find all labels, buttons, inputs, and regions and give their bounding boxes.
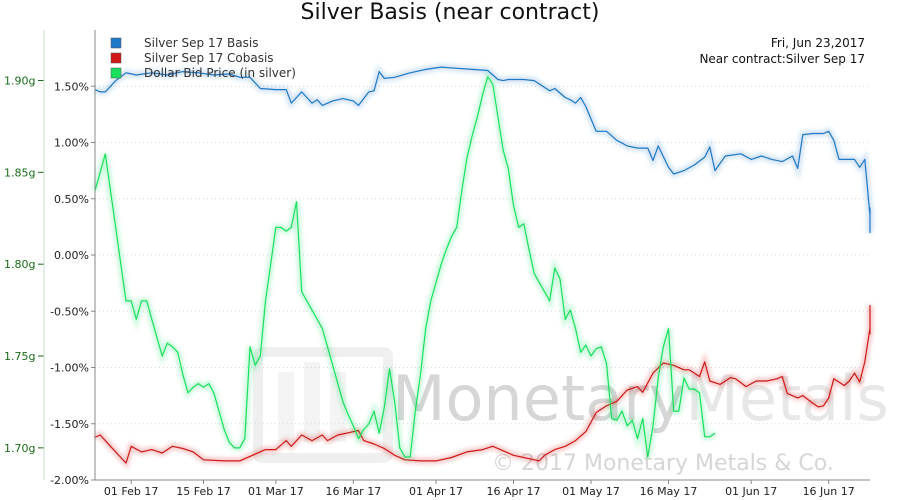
watermark: MonetaryMetals ® © 2017 Monetary Metals …	[253, 347, 889, 476]
series-cobasis	[93, 305, 873, 469]
legend-item-cobasis: Silver Sep 17 Cobasis	[110, 51, 274, 65]
legend-item-basis: Silver Sep 17 Basis	[110, 36, 258, 50]
legend-swatch-dollar-bid	[110, 67, 122, 79]
y-left-tick-label: -1.00%	[50, 362, 89, 375]
legend-label-cobasis: Silver Sep 17 Cobasis	[144, 51, 274, 65]
x-tick-label: 15 Feb 17	[176, 485, 230, 498]
y-right-tick-label: 1.70g	[4, 442, 35, 455]
legend-swatch-basis	[110, 37, 122, 49]
y-left-tick-label: 1.00%	[54, 137, 89, 150]
series-dollar-bid-line	[94, 76, 716, 458]
y-axis-right: 1.70g 1.75g 1.80g 1.85g 1.90g	[4, 30, 45, 480]
x-tick-label: 01 Apr 17	[409, 485, 463, 498]
legend-label-dollar-bid: Dollar Bid Price (in silver)	[144, 66, 296, 80]
legend: Silver Sep 17 Basis Silver Sep 17 Cobasi…	[110, 36, 296, 80]
legend-label-basis: Silver Sep 17 Basis	[144, 36, 258, 50]
x-tick-label: 01 Mar 17	[248, 485, 304, 498]
x-tick-label: 16 Jun 17	[803, 485, 855, 498]
x-tick-label: 01 Jun 17	[725, 485, 777, 498]
y-right-tick-label: 1.90g	[4, 75, 35, 88]
y-left-tick-label: 0.50%	[54, 193, 89, 206]
series-basis-line	[94, 66, 871, 234]
y-right-tick-label: 1.85g	[4, 166, 35, 179]
y-left-tick-label: 1.50%	[54, 80, 89, 93]
info-contract: Near contract:Silver Sep 17	[699, 52, 865, 66]
info-date: Fri, Jun 23,2017	[771, 36, 865, 50]
x-tick-label: 01 May 17	[562, 485, 620, 498]
y-right-tick-label: 1.75g	[4, 350, 35, 363]
x-tick-label: 16 Mar 17	[325, 485, 381, 498]
y-axis-left: -2.00% -1.50% -1.00% -0.50% 0.00% 0.50% 1.00% 1…	[50, 80, 95, 487]
x-tick-label: 01 Feb 17	[104, 485, 158, 498]
y-left-tick-label: -2.00%	[50, 474, 89, 487]
series-layer	[92, 64, 873, 469]
watermark-brand: MonetaryMetals	[392, 362, 889, 435]
series-cobasis-line	[94, 305, 871, 464]
chart-title: Silver Basis (near contract)	[301, 0, 600, 25]
legend-swatch-cobasis	[110, 52, 122, 64]
series-basis	[93, 64, 873, 234]
series-dollar-bid	[92, 69, 717, 460]
x-axis: 01 Feb 17 15 Feb 17 01 Mar 17 16 Mar 17 01 A…	[104, 480, 855, 498]
y-left-tick-label: -0.50%	[50, 305, 89, 318]
y-left-tick-label: 0.00%	[54, 249, 89, 262]
y-left-tick-label: -1.50%	[50, 418, 89, 431]
legend-item-dollar-bid: Dollar Bid Price (in silver)	[110, 66, 296, 80]
x-tick-label: 16 Apr 17	[486, 485, 540, 498]
y-right-tick-label: 1.80g	[4, 258, 35, 271]
x-tick-label: 16 May 17	[640, 485, 698, 498]
